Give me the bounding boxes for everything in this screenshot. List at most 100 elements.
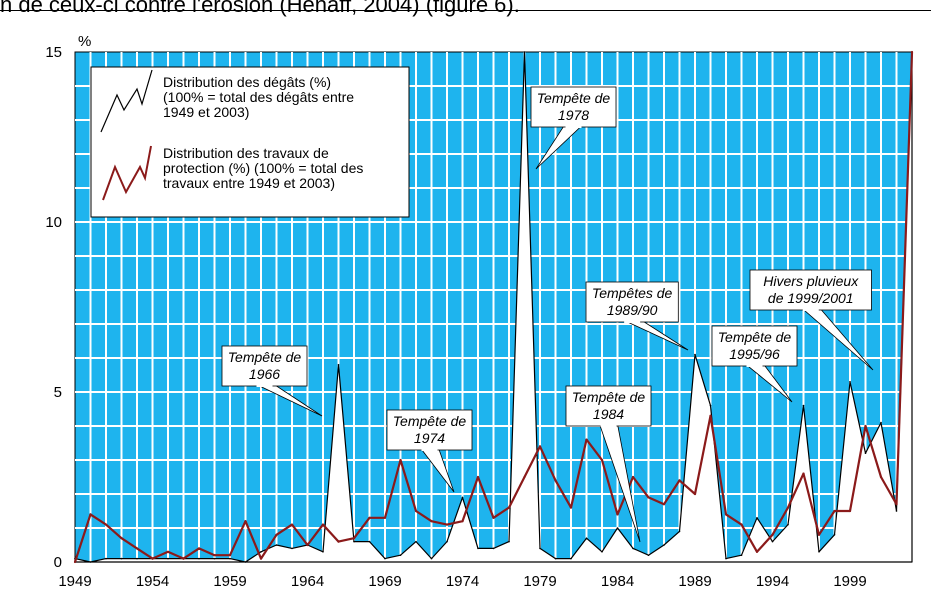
damage-point xyxy=(167,557,169,560)
damage-point xyxy=(864,452,867,455)
x-tick-label: 1984 xyxy=(601,573,634,590)
annotation-text: Tempête de xyxy=(393,413,467,429)
header-text: n de ceux-ci contre l'érosion (Hénaff, 2… xyxy=(0,0,520,17)
x-tick-label: 1994 xyxy=(756,573,789,590)
works-point xyxy=(290,523,294,526)
legend-label: travaux entre 1949 et 2003) xyxy=(163,175,335,191)
annotation-text: 1984 xyxy=(593,406,624,422)
damage-point xyxy=(508,540,510,543)
works-point xyxy=(848,509,852,513)
legend-label: Distribution des dégâts (%) xyxy=(163,74,331,90)
damage-point xyxy=(291,547,293,550)
works-point xyxy=(585,438,588,441)
works-point xyxy=(724,513,728,516)
legend-label: 1949 et 2003) xyxy=(163,104,249,120)
damage-point xyxy=(632,547,634,550)
works-point xyxy=(414,509,418,513)
annotation-text: Tempêtes de xyxy=(592,285,673,301)
damage-point xyxy=(446,540,448,543)
x-tick-label: 1949 xyxy=(58,573,91,590)
callout-joint xyxy=(565,124,582,128)
damage-point xyxy=(105,557,107,560)
legend: Distribution des dégâts (%)(100% = total… xyxy=(90,66,410,218)
damage-point xyxy=(647,554,650,556)
damage-point xyxy=(353,540,355,543)
annotation-text: Tempête de xyxy=(228,349,302,365)
works-point xyxy=(228,554,232,557)
legend-label: Distribution des travaux de xyxy=(163,145,329,161)
works-point xyxy=(879,475,883,479)
damage-point xyxy=(461,496,464,499)
works-point xyxy=(461,520,464,523)
works-point xyxy=(476,475,480,479)
damage-point xyxy=(585,537,588,539)
damage-point xyxy=(229,557,231,560)
damage-point xyxy=(399,554,402,556)
callout-joint xyxy=(256,383,273,387)
works-point xyxy=(554,479,557,482)
damage-point xyxy=(756,517,758,519)
damage-point xyxy=(833,534,836,536)
annotation-text: de 1999/2001 xyxy=(768,290,854,306)
x-tick-label: 1999 xyxy=(833,573,866,590)
y-axis-unit: % xyxy=(78,33,91,50)
x-tick-label: 1954 xyxy=(136,573,169,590)
damage-point xyxy=(818,551,820,553)
damage-point xyxy=(89,561,92,563)
damage-point xyxy=(663,544,665,546)
works-point xyxy=(616,513,619,516)
works-point xyxy=(368,516,371,519)
works-point xyxy=(507,506,511,509)
works-point xyxy=(430,520,433,523)
damage-point xyxy=(802,404,805,407)
damage-point xyxy=(198,557,200,560)
series-layer xyxy=(73,50,914,564)
x-tick-label: 1989 xyxy=(678,573,711,590)
damage-point xyxy=(368,540,371,543)
frame-line xyxy=(0,10,931,11)
works-point xyxy=(89,513,92,516)
callout-box xyxy=(221,345,308,387)
x-tick-label: 1969 xyxy=(368,573,401,590)
damage-point xyxy=(709,404,712,407)
annotation-text: 1974 xyxy=(414,430,445,446)
damage-point xyxy=(244,561,247,563)
y-axis: 0 5 10 15 xyxy=(45,44,62,571)
works-point xyxy=(244,520,247,523)
x-tick-label: 1964 xyxy=(291,573,324,590)
damage-point xyxy=(384,557,386,560)
works-point xyxy=(569,506,573,509)
damage-point xyxy=(601,551,603,553)
works-point xyxy=(321,523,325,526)
callout-box xyxy=(711,325,798,367)
callout-box xyxy=(386,409,473,451)
annotation-text: 1989/90 xyxy=(607,302,658,318)
works-point xyxy=(709,414,712,417)
damage-point xyxy=(415,540,417,543)
annotation-text: 1995/96 xyxy=(729,346,780,362)
works-point xyxy=(275,533,278,536)
works-point xyxy=(213,554,216,557)
works-point xyxy=(182,557,185,560)
works-point xyxy=(786,506,790,509)
works-point xyxy=(600,458,604,462)
works-point xyxy=(910,50,914,54)
works-point xyxy=(352,537,356,540)
damage-point xyxy=(260,551,262,553)
legend-damage-swatch xyxy=(100,69,153,133)
series-damage-area xyxy=(74,51,913,563)
x-tick-label: 1979 xyxy=(523,573,556,590)
annotation-text: Hivers pluvieux xyxy=(763,273,859,289)
callout-joint xyxy=(421,447,438,451)
annotation-text: Tempête de xyxy=(572,389,646,405)
damage-point xyxy=(120,557,123,560)
annotation-text: 1978 xyxy=(558,107,589,123)
works-point xyxy=(135,547,139,550)
callout-box xyxy=(530,86,617,128)
damage-point xyxy=(539,547,541,550)
damage-point xyxy=(492,547,495,550)
works-point xyxy=(802,472,805,475)
